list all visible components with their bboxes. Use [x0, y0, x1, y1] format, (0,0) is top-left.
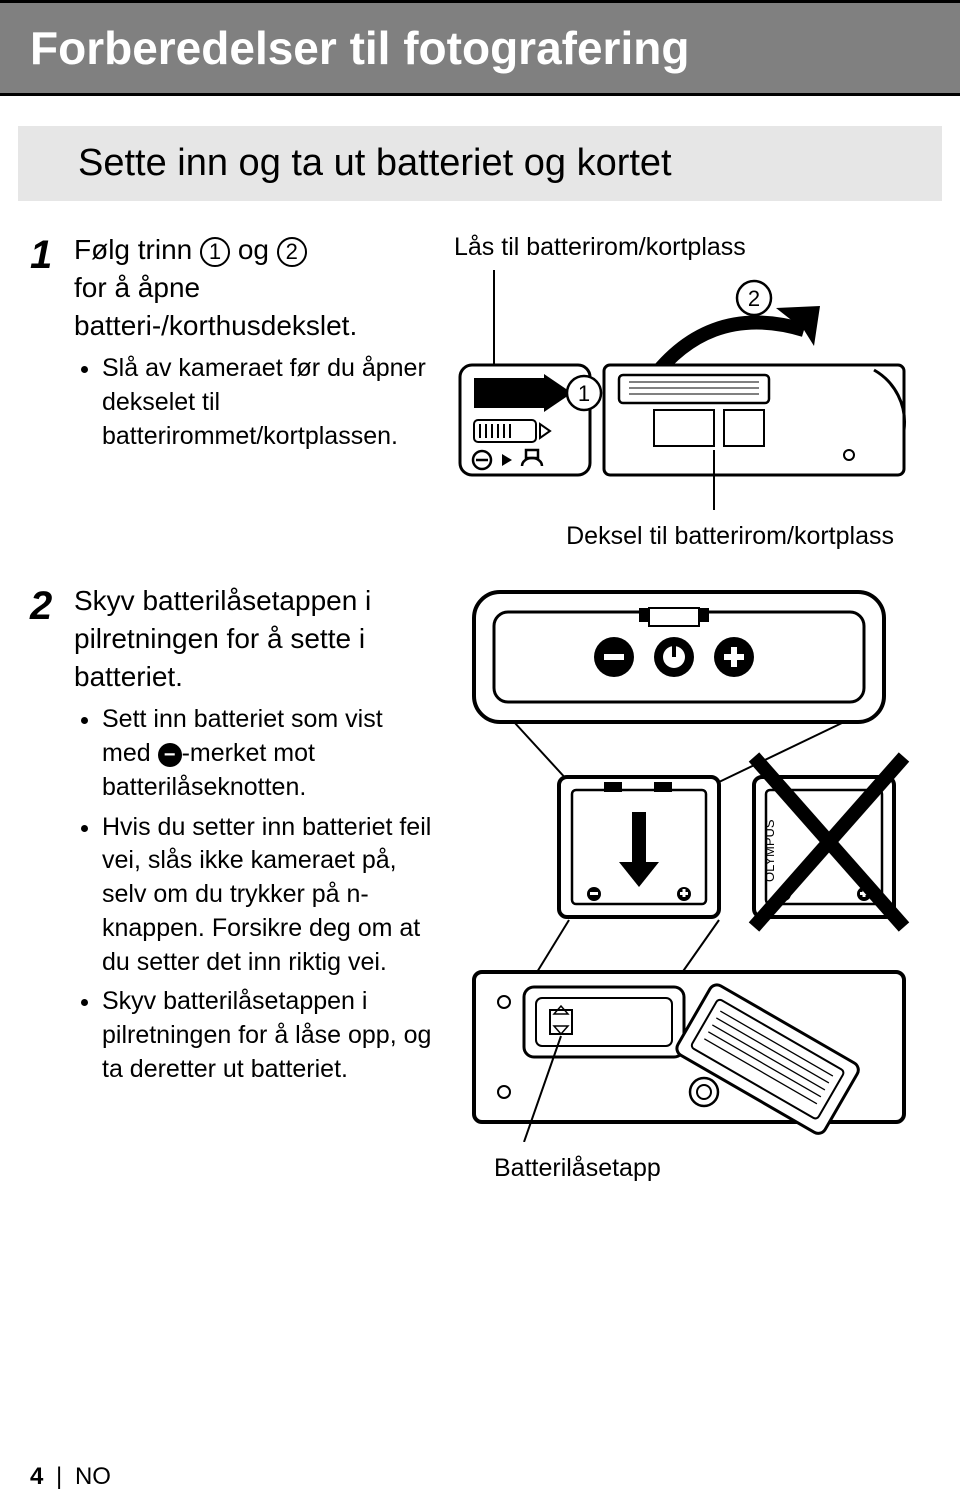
step1-text: Følg trinn 1 og 2 for å åpne batteri-/ko… [74, 231, 434, 552]
step-2: 2 Skyv batterilåsetappen i pilretningen … [30, 582, 930, 1185]
text: for å åpne batteri-/korthusdekslet. [74, 272, 357, 341]
text: Følg trinn [74, 234, 192, 265]
page-header: Forberedelser til fotografering [0, 0, 960, 96]
caption-lock: Lås til batterirom/kortplass [454, 231, 914, 264]
svg-text:1: 1 [578, 381, 590, 406]
bullet: Skyv batterilåsetappen i pilretningen fo… [102, 985, 434, 1086]
step-number: 2 [30, 582, 74, 626]
caption-lock-tab: Batterilåsetapp [454, 1152, 914, 1185]
bullet: Slå av kameraet før du åpner dekselet ti… [102, 352, 434, 453]
circled-1: 1 [200, 237, 230, 267]
text: og [238, 234, 269, 265]
step2-main: Skyv batterilåsetappen i pilretningen fo… [74, 582, 434, 695]
content-area: 1 Følg trinn 1 og 2 for å åpne batteri-/… [0, 201, 960, 1185]
svg-text:2: 2 [748, 286, 760, 311]
step-1: 1 Følg trinn 1 og 2 for å åpne batteri-/… [30, 231, 930, 552]
step-number: 1 [30, 231, 74, 275]
lang-code: NO [75, 1463, 111, 1490]
page-number: 4 [30, 1463, 43, 1490]
caption-cover: Deksel til batterirom/kortplass [454, 520, 914, 553]
minus-icon: − [158, 743, 182, 767]
circled-2: 2 [277, 237, 307, 267]
page-footer: 4 | NO [30, 1463, 111, 1491]
diagram-battery-insert: OLYMPUS [454, 582, 914, 1142]
section-title: Sette inn og ta ut batteriet og kortet [18, 126, 942, 201]
step2-text: Skyv batterilåsetappen i pilretningen fo… [74, 582, 434, 1185]
bullet: Sett inn batteriet som vist med −-merket… [102, 703, 434, 804]
bullet: Hvis du setter inn batteriet feil vei, s… [102, 811, 434, 980]
svg-text:OLYMPUS: OLYMPUS [762, 819, 777, 882]
step1-diagram-column: Lås til batterirom/kortplass 2 [454, 231, 914, 552]
diagram-battery-door: 2 [454, 270, 914, 510]
step2-diagram-column: OLYMPUS [454, 582, 914, 1185]
